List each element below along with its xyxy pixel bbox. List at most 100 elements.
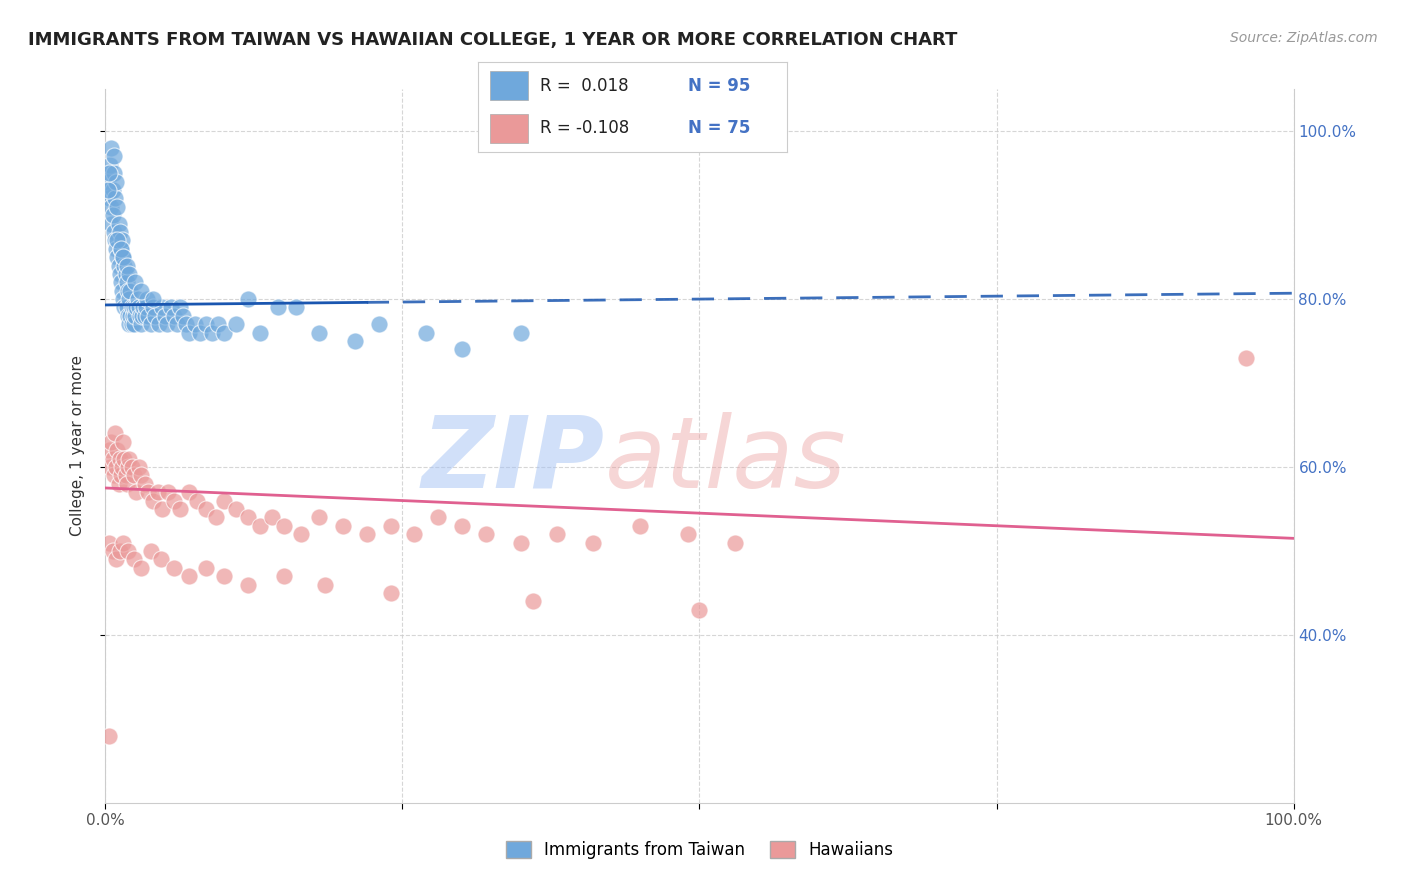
Point [105, 552, 128, 566]
Point [177, 485, 200, 500]
Point [142, 301, 165, 315]
Point [122, 468, 145, 483]
Point [105, 233, 128, 247]
Point [111, 284, 134, 298]
Point [100, 217, 122, 231]
Point [107, 476, 129, 491]
Bar [491, 114, 527, 143]
Point [415, 326, 437, 340]
Point [110, 275, 132, 289]
Point [128, 301, 150, 315]
Point [427, 510, 450, 524]
Point [129, 318, 152, 332]
Point [103, 166, 125, 180]
Point [127, 292, 149, 306]
Point [108, 267, 131, 281]
Point [267, 301, 290, 315]
Point [112, 434, 135, 449]
Point [139, 544, 162, 558]
Point [367, 318, 389, 332]
Point [689, 603, 711, 617]
Point [105, 443, 128, 458]
Text: ZIP: ZIP [422, 412, 605, 508]
Point [98, 535, 121, 549]
Point [546, 527, 568, 541]
Point [110, 242, 132, 256]
Point [112, 292, 135, 306]
Point [156, 318, 179, 332]
Text: Source: ZipAtlas.com: Source: ZipAtlas.com [1230, 31, 1378, 45]
Point [104, 233, 127, 247]
Point [195, 318, 218, 332]
Point [101, 208, 124, 222]
Text: IMMIGRANTS FROM TAIWAN VS HAWAIIAN COLLEGE, 1 YEAR OR MORE CORRELATION CHART: IMMIGRANTS FROM TAIWAN VS HAWAIIAN COLLE… [28, 31, 957, 49]
Point [284, 301, 307, 315]
Point [136, 292, 159, 306]
Point [136, 485, 159, 500]
Point [404, 527, 426, 541]
Point [100, 141, 122, 155]
Point [177, 569, 200, 583]
Point [108, 451, 131, 466]
Point [163, 309, 186, 323]
Point [356, 527, 378, 541]
Point [108, 225, 131, 239]
Point [98, 166, 121, 180]
Point [474, 527, 496, 541]
Point [724, 535, 747, 549]
Point [236, 292, 259, 306]
Point [166, 318, 188, 332]
Point [115, 476, 138, 491]
Y-axis label: College, 1 year or more: College, 1 year or more [70, 356, 84, 536]
Point [450, 343, 472, 357]
Point [142, 493, 165, 508]
Point [214, 326, 236, 340]
Point [343, 334, 366, 348]
Point [214, 493, 236, 508]
Point [290, 527, 312, 541]
Point [129, 560, 152, 574]
Text: N = 95: N = 95 [689, 77, 751, 95]
Point [332, 518, 354, 533]
Point [314, 577, 336, 591]
Point [225, 502, 247, 516]
Point [450, 518, 472, 533]
Point [157, 485, 180, 500]
Point [105, 175, 128, 189]
Point [186, 493, 208, 508]
Point [114, 301, 136, 315]
Point [174, 318, 197, 332]
Point [131, 309, 153, 323]
Point [522, 594, 544, 608]
Point [97, 183, 120, 197]
Point [112, 250, 135, 264]
Point [112, 535, 135, 549]
Point [125, 485, 148, 500]
Point [134, 476, 156, 491]
Point [146, 485, 169, 500]
Point [273, 569, 295, 583]
Point [117, 460, 139, 475]
Point [117, 309, 139, 323]
Point [120, 284, 142, 298]
Point [134, 309, 156, 323]
Point [163, 493, 186, 508]
Point [260, 510, 283, 524]
Point [118, 292, 141, 306]
Point [236, 577, 259, 591]
Point [510, 326, 533, 340]
Point [143, 309, 166, 323]
Point [114, 468, 136, 483]
Point [172, 309, 194, 323]
Point [163, 560, 186, 574]
Point [104, 191, 127, 205]
Point [139, 318, 162, 332]
Point [104, 426, 127, 441]
Point [105, 460, 128, 475]
Point [121, 460, 143, 475]
Point [124, 275, 146, 289]
Point [103, 149, 125, 163]
Point [153, 309, 176, 323]
Text: R = -0.108: R = -0.108 [540, 120, 628, 137]
Point [118, 318, 141, 332]
